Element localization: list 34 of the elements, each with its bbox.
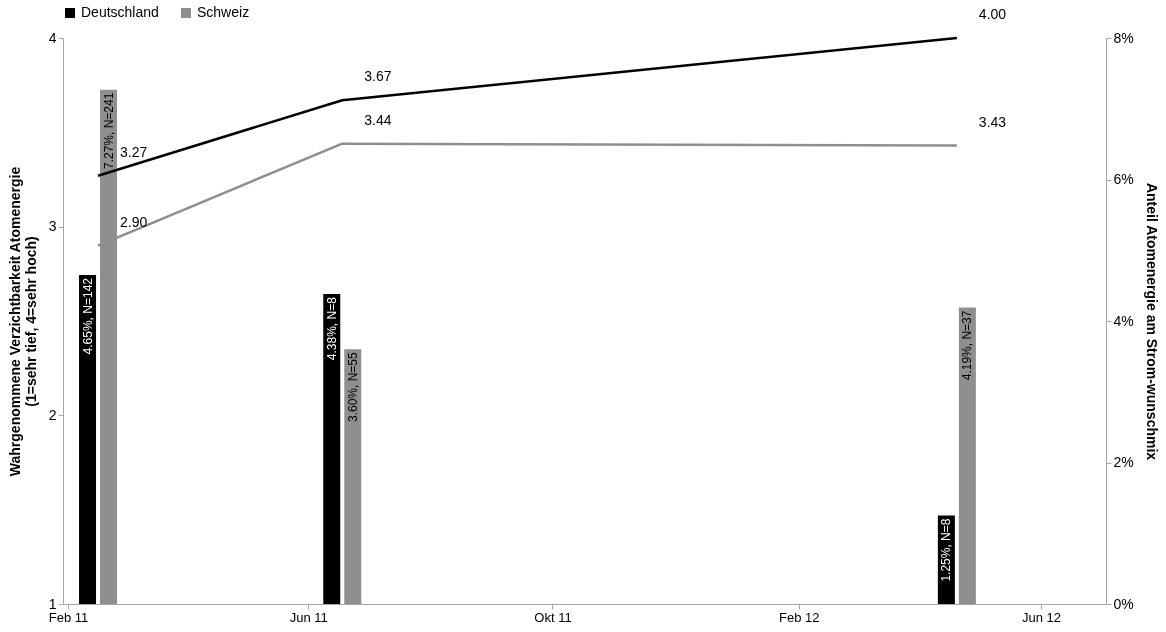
bar	[958, 307, 976, 604]
data-label: 4.00	[978, 6, 1007, 22]
data-label: 3.44	[364, 111, 392, 128]
data-label: 3.27	[120, 143, 148, 160]
x-tick-label: Feb 12	[778, 609, 820, 625]
data-label: 3.67	[364, 68, 392, 85]
x-tick-label: Okt 11	[534, 609, 572, 625]
data-label: 2.90	[120, 213, 148, 230]
x-tick-label: Feb 11	[48, 609, 89, 625]
y2-axis-title: Anteil Atomenergie am Strom-wunschmix	[1143, 182, 1160, 461]
data-label: 4.38%, N=8	[324, 296, 339, 361]
y-axis-title: Wahrgenommene Verzichtbarkeit Atomenergie (1=sehr tief, 4=sehr hoch)	[6, 166, 39, 477]
y-tick-label: 3	[48, 218, 57, 235]
y2-tick-label: 2%	[1113, 454, 1134, 470]
x-tick-label: Jun 12	[1021, 609, 1061, 625]
bar	[323, 294, 341, 604]
y2-tick-label: 0%	[1113, 595, 1134, 612]
legend-label: Deutschland	[81, 4, 159, 20]
bar	[344, 349, 362, 604]
y2-tick-label: 6%	[1113, 171, 1134, 187]
legend-label: Schweiz	[197, 4, 250, 20]
y-tick-label: 4	[48, 29, 57, 46]
data-label: 4.19%, N=37	[960, 310, 975, 381]
data-label: 7.27%, N=241	[101, 92, 116, 170]
y-tick-label: 2	[48, 406, 57, 423]
data-label: 1.25%, N=8	[939, 518, 954, 582]
data-label: 3.43	[978, 113, 1007, 130]
x-tick-label: Jun 11	[289, 609, 328, 625]
y-tick-label: 1	[48, 595, 57, 612]
data-label: 4.65%, N=142	[80, 277, 95, 355]
bar	[79, 275, 97, 604]
data-label: 3.60%, N=55	[345, 351, 360, 423]
y2-tick-label: 8%	[1113, 29, 1134, 46]
y2-tick-label: 4%	[1113, 312, 1134, 329]
